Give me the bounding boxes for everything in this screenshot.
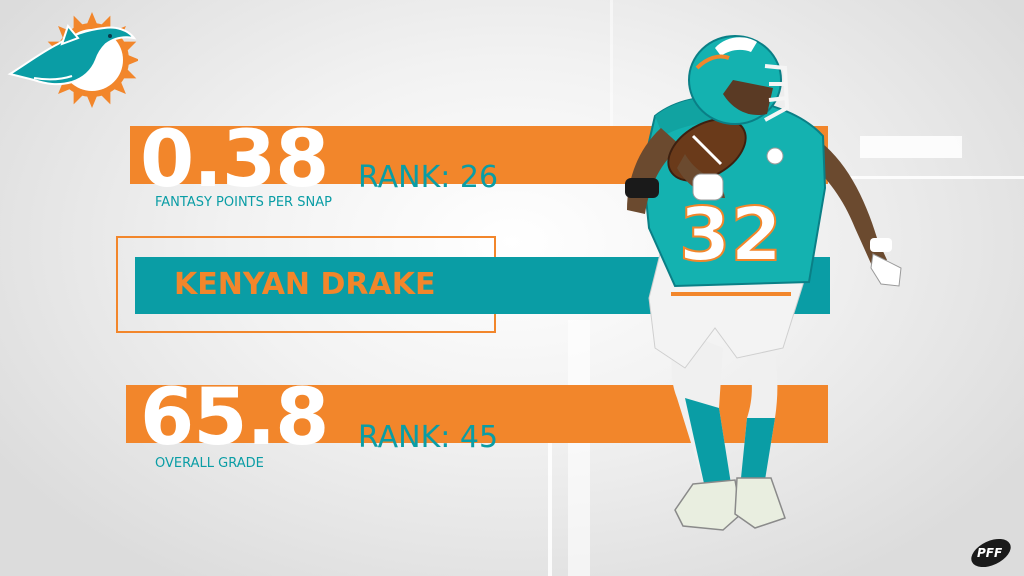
light-streak: [610, 0, 613, 140]
football-icon: [971, 538, 1011, 568]
jersey-number: 32: [679, 192, 782, 278]
fantasy-points-rank: RANK: 26: [358, 160, 499, 195]
overall-grade-value: 65.8: [140, 373, 329, 463]
fantasy-points-caption: FANTASY POINTS PER SNAP: [155, 195, 332, 210]
player-name: KENYAN DRAKE: [174, 267, 436, 302]
light-streak: [568, 320, 590, 576]
dolphin-sun-logo-icon: [7, 12, 140, 108]
fantasy-points-value: 0.38: [140, 115, 329, 205]
pff-watermark: PFF: [968, 538, 1014, 568]
light-streak: [860, 136, 962, 158]
overall-grade-rank: RANK: 45: [358, 420, 499, 455]
pff-watermark-text: PFF: [977, 546, 1003, 560]
light-streak: [548, 396, 552, 576]
player-image: 32: [615, 28, 915, 558]
light-streak: [838, 176, 1024, 179]
team-logo: [6, 8, 140, 108]
overall-grade-caption: OVERALL GRADE: [155, 456, 264, 471]
